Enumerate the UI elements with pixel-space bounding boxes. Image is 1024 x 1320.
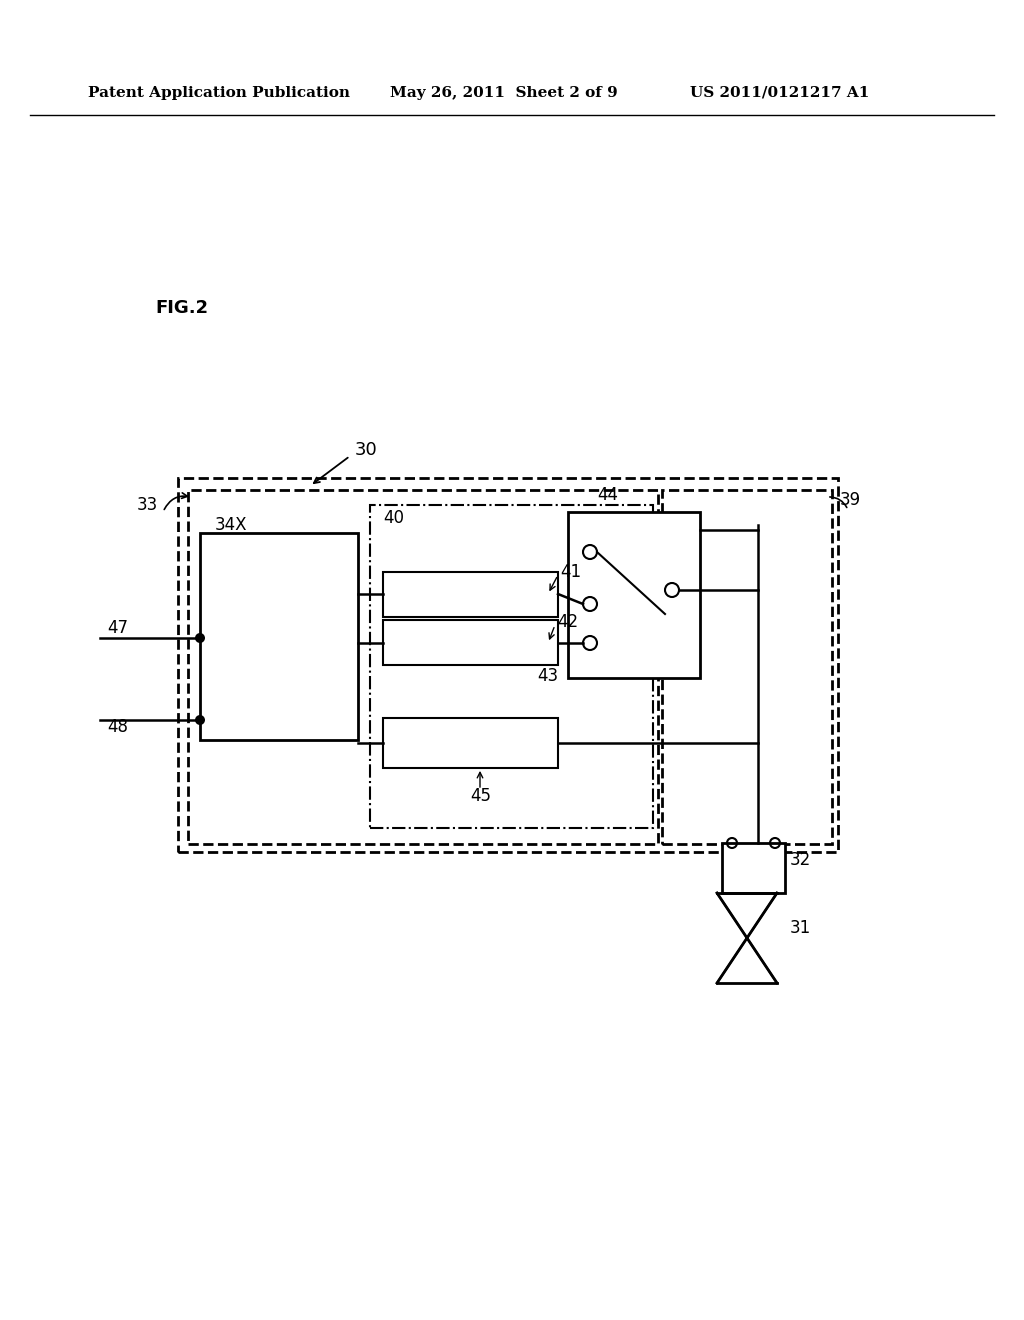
Bar: [370, 506, 653, 828]
Text: May 26, 2011  Sheet 2 of 9: May 26, 2011 Sheet 2 of 9: [390, 86, 617, 100]
Text: 45: 45: [470, 787, 490, 805]
Text: 34X: 34X: [215, 516, 248, 535]
Bar: [383, 620, 558, 665]
Bar: [200, 533, 358, 741]
Text: 32: 32: [790, 851, 811, 869]
Bar: [178, 478, 838, 851]
Text: 43: 43: [537, 667, 558, 685]
Text: US 2011/0121217 A1: US 2011/0121217 A1: [690, 86, 869, 100]
Bar: [568, 512, 700, 678]
Text: 42: 42: [557, 612, 579, 631]
Text: 30: 30: [355, 441, 378, 459]
Text: 44: 44: [597, 486, 618, 504]
Circle shape: [195, 634, 205, 643]
Text: 33: 33: [137, 496, 159, 513]
Bar: [383, 572, 558, 616]
Text: 40: 40: [383, 510, 404, 527]
Text: 48: 48: [106, 718, 128, 737]
Circle shape: [195, 715, 205, 725]
Bar: [383, 718, 558, 768]
Bar: [188, 490, 658, 843]
Text: 47: 47: [106, 619, 128, 638]
Text: Patent Application Publication: Patent Application Publication: [88, 86, 350, 100]
Text: 39: 39: [840, 491, 861, 510]
Text: FIG.2: FIG.2: [155, 300, 208, 317]
Bar: [662, 490, 831, 843]
Text: 31: 31: [790, 919, 811, 937]
Bar: [722, 843, 785, 894]
Text: 41: 41: [560, 564, 582, 581]
